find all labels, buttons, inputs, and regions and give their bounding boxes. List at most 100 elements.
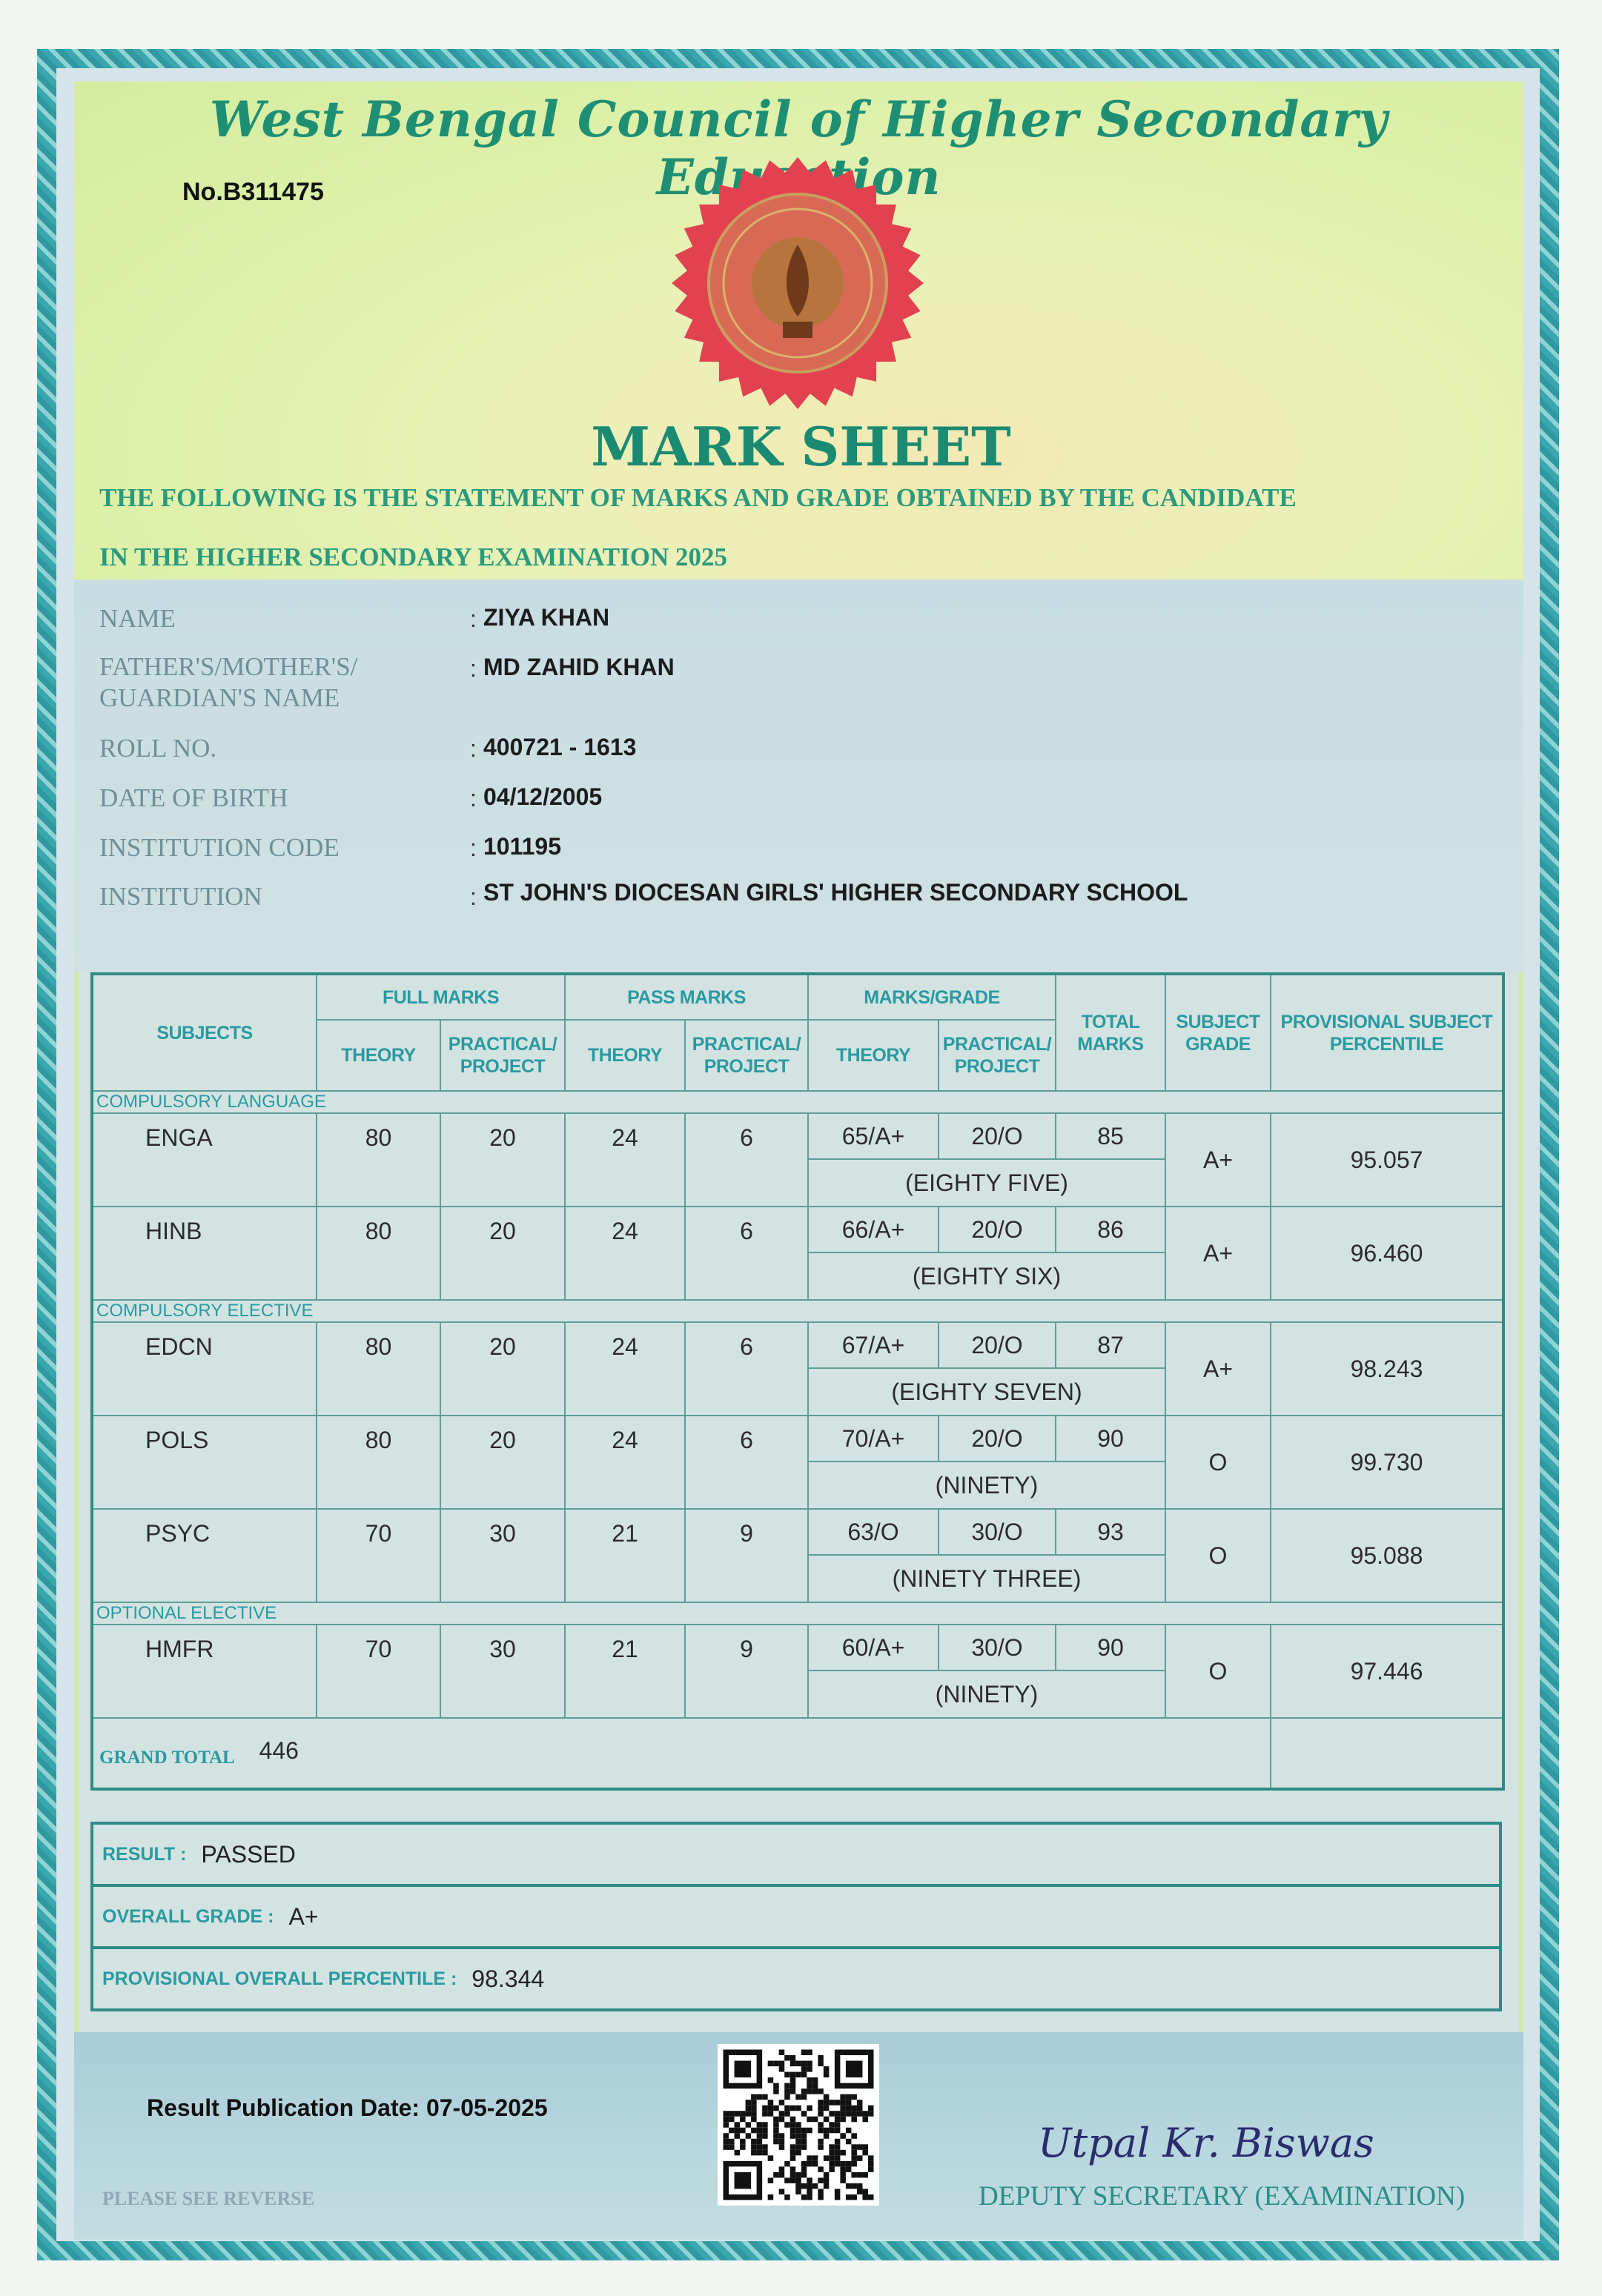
header-marks-grade: MARKS/GRADE: [807, 973, 1056, 1021]
marks-theory: 60/A+: [807, 1624, 939, 1671]
subject-words-row: (NINETY): [92, 1461, 1503, 1510]
marks-practical: 30/O: [938, 1624, 1056, 1671]
total-marks: 86: [1055, 1206, 1166, 1253]
subject-row: ENGA 80 20 24 6 65/A+ 20/O 85 A+ 95.057: [91, 1112, 1504, 1207]
serial-number: No.B311475: [182, 178, 324, 206]
subject-grade: O: [1165, 1624, 1271, 1719]
subject-grade: O: [1165, 1508, 1271, 1603]
full-practical: 20: [440, 1206, 566, 1301]
header-pass-marks: PASS MARKS: [564, 973, 809, 1021]
please-see-reverse: PLEASE SEE REVERSE: [102, 2188, 315, 2209]
candidate-details-panel: [74, 580, 1523, 972]
subject-row: HINB 80 20 24 6 66/A+ 20/O 86 A+ 96.460: [91, 1206, 1504, 1301]
category-label: COMPULSORY LANGUAGE: [91, 1090, 1503, 1114]
overall-grade-label: OVERALL GRADE :: [102, 1905, 274, 1927]
pass-theory: 24: [564, 1321, 686, 1416]
full-theory: 80: [316, 1321, 441, 1416]
subject-row: POLS 80 20 24 6 70/A+ 20/O 90 O 99.730: [91, 1415, 1504, 1510]
guardian-label-line1: FATHER'S/MOTHER'S/: [99, 652, 358, 681]
pass-theory: 24: [564, 1112, 686, 1207]
subject-words-row: (NINETY THREE): [92, 1554, 1503, 1603]
institution-name: ST JOHN'S DIOCESAN GIRLS' HIGHER SECONDA…: [483, 879, 1188, 906]
subject-row: EDCN 80 20 24 6 67/A+ 20/O 87 A+ 98.243: [91, 1321, 1504, 1416]
candidate-name: ZIYA KHAN: [483, 604, 610, 631]
full-practical: 20: [440, 1415, 566, 1510]
total-in-words: (NINETY): [807, 1670, 1166, 1719]
subject-words-row: (EIGHTY SEVEN): [92, 1367, 1503, 1416]
qr-code-icon[interactable]: [718, 2044, 879, 2206]
subject-words-row: (EIGHTY FIVE): [92, 1158, 1503, 1207]
category-row: COMPULSORY ELECTIVE: [91, 1299, 1503, 1323]
pass-practical: 6: [684, 1112, 809, 1207]
pass-practical: 6: [684, 1415, 809, 1510]
header-marks-practical: PRACTICAL/ PROJECT: [938, 1019, 1056, 1092]
total-in-words: (EIGHTY SEVEN): [807, 1367, 1166, 1416]
category-row: OPTIONAL ELECTIVE: [91, 1602, 1503, 1625]
roll-label: ROLL NO.: [99, 734, 217, 763]
guardian-label-line2: GUARDIAN'S NAME: [99, 683, 340, 712]
grand-total-cell: GRAND TOTAL 446: [91, 1717, 1271, 1790]
subject-name: PSYC: [91, 1508, 317, 1603]
marks-practical: 20/O: [938, 1321, 1056, 1369]
full-theory: 80: [316, 1206, 441, 1301]
full-practical: 20: [440, 1321, 566, 1416]
marks-practical: 30/O: [938, 1508, 1056, 1556]
subject-name: ENGA: [91, 1112, 317, 1207]
pass-theory: 21: [564, 1508, 686, 1603]
header-full-practical: PRACTICAL/ PROJECT: [440, 1019, 566, 1092]
subject-name: EDCN: [91, 1321, 317, 1416]
pass-practical: 9: [684, 1624, 809, 1719]
institution-label: INSTITUTION: [99, 882, 262, 911]
marks-table: SUBJECTS FULL MARKS PASS MARKS MARKS/GRA…: [90, 972, 1505, 1791]
result-value: PASSED: [201, 1840, 296, 1868]
colon: :: [470, 883, 477, 910]
total-marks: 93: [1055, 1508, 1166, 1556]
header-subject-grade: SUBJECT GRADE: [1165, 973, 1271, 1092]
subject-words-row: (EIGHTY SIX): [92, 1252, 1503, 1301]
subject-percentile: 99.730: [1270, 1415, 1504, 1510]
marks-theory: 66/A+: [807, 1206, 939, 1253]
subject-percentile: 95.088: [1270, 1508, 1504, 1603]
overall-percentile-label: PROVISIONAL OVERALL PERCENTILE :: [102, 1968, 457, 1989]
overall-percentile-value: 98.344: [471, 1965, 545, 1992]
signatory-title: DEPUTY SECRETARY (EXAMINATION): [979, 2181, 1466, 2212]
subject-percentile: 97.446: [1270, 1624, 1504, 1719]
guardian-name: MD ZAHID KHAN: [483, 654, 675, 680]
pass-practical: 9: [684, 1508, 809, 1603]
marks-theory: 70/A+: [807, 1415, 939, 1462]
document-title: MARK SHEET: [591, 415, 1011, 478]
full-theory: 70: [316, 1508, 441, 1603]
marks-theory: 63/O: [807, 1508, 939, 1556]
overall-grade-value: A+: [288, 1902, 319, 1930]
header-subjects: SUBJECTS: [91, 973, 317, 1092]
header-full-marks: FULL MARKS: [316, 973, 566, 1021]
category-row: COMPULSORY LANGUAGE: [91, 1090, 1503, 1114]
colon: :: [470, 785, 477, 812]
marks-theory: 65/A+: [807, 1112, 939, 1160]
pass-practical: 6: [684, 1321, 809, 1416]
marks-practical: 20/O: [938, 1112, 1056, 1160]
subject-name: HINB: [91, 1206, 317, 1301]
category-label: OPTIONAL ELECTIVE: [91, 1602, 1503, 1625]
pass-theory: 24: [564, 1415, 686, 1510]
header-full-theory: THEORY: [316, 1019, 441, 1092]
publication-date: Result Publication Date: 07-05-2025: [147, 2094, 548, 2121]
full-theory: 80: [316, 1415, 441, 1510]
colon: :: [470, 655, 477, 682]
roll-number: 400721 - 1613: [483, 734, 637, 760]
total-marks: 90: [1055, 1624, 1166, 1671]
result-box: RESULT : PASSED OVERALL GRADE : A+ PROVI…: [90, 1822, 1502, 2011]
subject-name: HMFR: [91, 1624, 317, 1719]
total-marks: 87: [1055, 1321, 1166, 1369]
full-practical: 30: [440, 1508, 566, 1603]
header-total-marks: TOTAL MARKS: [1055, 973, 1166, 1092]
institution-code: 101195: [483, 833, 562, 860]
subject-grade: A+: [1165, 1112, 1271, 1207]
header-percentile: PROVISIONAL SUBJECT PERCENTILE: [1270, 973, 1504, 1092]
pass-practical: 6: [684, 1206, 809, 1301]
full-theory: 80: [316, 1112, 441, 1207]
subject-row: PSYC 70 30 21 9 63/O 30/O 93 O 95.088: [91, 1508, 1504, 1603]
total-in-words: (EIGHTY FIVE): [807, 1158, 1166, 1207]
total-in-words: (NINETY THREE): [807, 1554, 1166, 1603]
full-theory: 70: [316, 1624, 441, 1719]
